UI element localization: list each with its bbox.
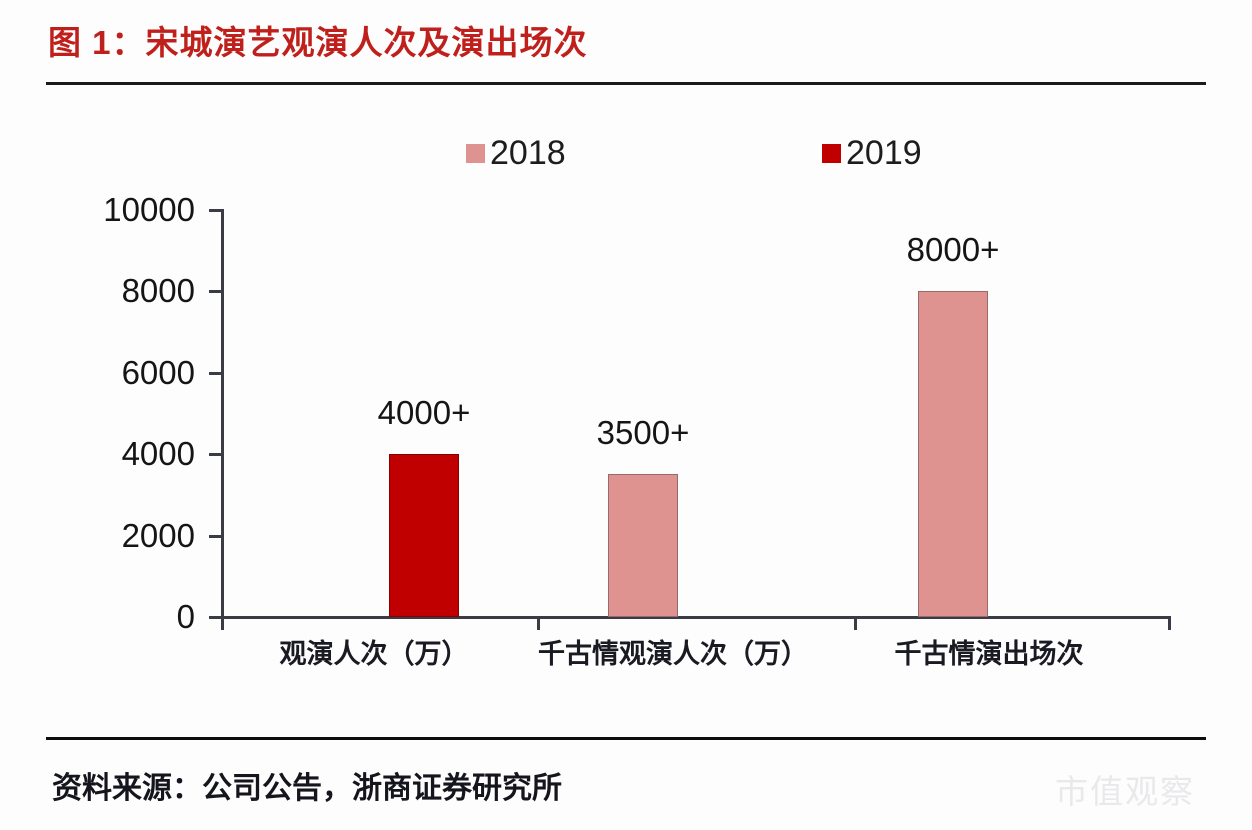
x-tick-cat-1: [537, 616, 540, 630]
y-axis-label-2000: 2000: [121, 517, 195, 554]
page-title: 图 1：宋城演艺观演人次及演出场次: [48, 24, 588, 61]
watermark: 市值观察: [1055, 775, 1195, 811]
y-tick-6000: [209, 372, 223, 375]
bar-2018-qianguqing-changci[interactable]: [918, 291, 988, 617]
footer-divider: [46, 737, 1206, 740]
legend-label-2019: 2019: [846, 134, 922, 172]
y-tick-4000: [209, 453, 223, 456]
bar-label-8000: 8000+: [906, 231, 1000, 268]
legend-label-2018: 2018: [490, 134, 566, 172]
title-divider: [46, 82, 1206, 85]
x-tick-start: [221, 616, 224, 630]
legend-item-2018: 2018: [466, 136, 566, 170]
chart-legend: 2018 2019: [0, 136, 1252, 186]
y-axis-line: [221, 209, 224, 619]
y-tick-8000: [209, 290, 223, 293]
legend-item-2019: 2019: [822, 136, 922, 170]
y-axis-label-0: 0: [176, 598, 195, 635]
legend-swatch-2018: [466, 143, 485, 163]
bar-label-3500: 3500+: [596, 414, 690, 451]
y-axis-label-4000: 4000: [121, 435, 195, 472]
y-axis-label-8000: 8000: [121, 272, 195, 309]
y-axis-label-6000: 6000: [121, 354, 195, 391]
bar-2018-qianguqing-guanyanrenci[interactable]: [608, 474, 678, 617]
x-axis-line: [221, 616, 1171, 619]
x-axis-category-3: 千古情演出场次: [894, 639, 1084, 669]
legend-swatch-2019: [822, 143, 841, 163]
bar-2019-guanyanrenci[interactable]: [389, 454, 459, 617]
x-axis-category-1: 观演人次（万）: [279, 639, 469, 669]
y-tick-10000: [209, 209, 223, 212]
bar-label-4000: 4000+: [377, 394, 471, 431]
y-axis-label-10000: 10000: [103, 191, 195, 228]
x-axis-category-2: 千古情观演人次（万）: [538, 639, 808, 669]
x-tick-cat-2: [854, 616, 857, 630]
y-tick-0: [209, 616, 223, 619]
y-tick-2000: [209, 535, 223, 538]
source-note: 资料来源：公司公告，浙商证券研究所: [52, 772, 562, 805]
x-tick-end: [1168, 616, 1171, 630]
